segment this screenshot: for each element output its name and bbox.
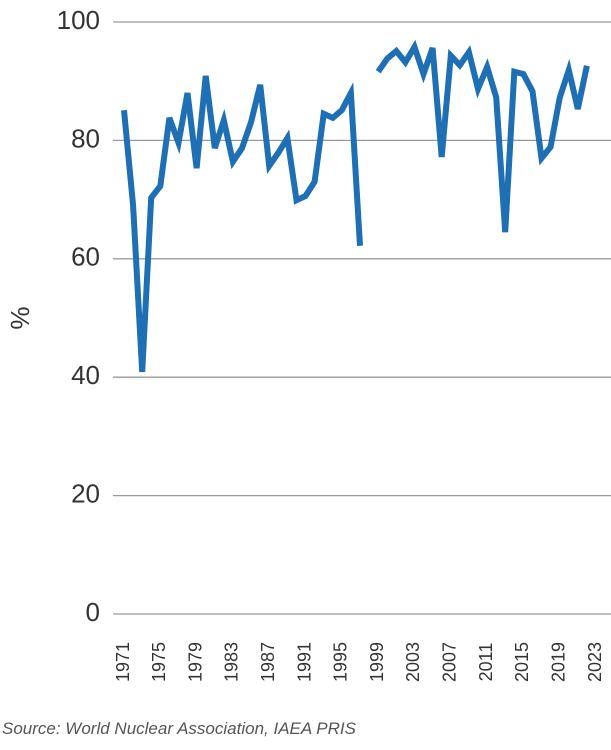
x-tick-label: 2015 [512,642,532,682]
y-tick-label: 80 [71,123,100,153]
x-tick-label: 2019 [548,642,568,682]
x-tick-label: 1983 [222,642,242,682]
y-tick-label: 0 [86,597,100,627]
x-tick-label: 2003 [403,642,423,682]
x-tick-label: 2007 [440,642,460,682]
x-tick-label: 1991 [294,642,314,682]
y-tick-label: 60 [71,242,100,272]
y-tick-label: 40 [71,360,100,390]
y-tick-label: 20 [71,478,100,508]
x-tick-label: 1995 [331,642,351,682]
source-note: Source: World Nuclear Association, IAEA … [2,719,357,738]
y-tick-label: 100 [57,5,100,35]
x-tick-label: 1999 [367,642,387,682]
data-line [121,39,590,373]
x-tick-label: 1987 [258,642,278,682]
x-tick-label: 1975 [149,642,169,682]
x-tick-label: 2023 [585,642,605,682]
x-tick-label: 1979 [185,642,205,682]
x-tick-label: 2011 [476,643,496,682]
x-tick-label: 1971 [113,642,133,682]
y-axis-label: % [5,306,35,329]
